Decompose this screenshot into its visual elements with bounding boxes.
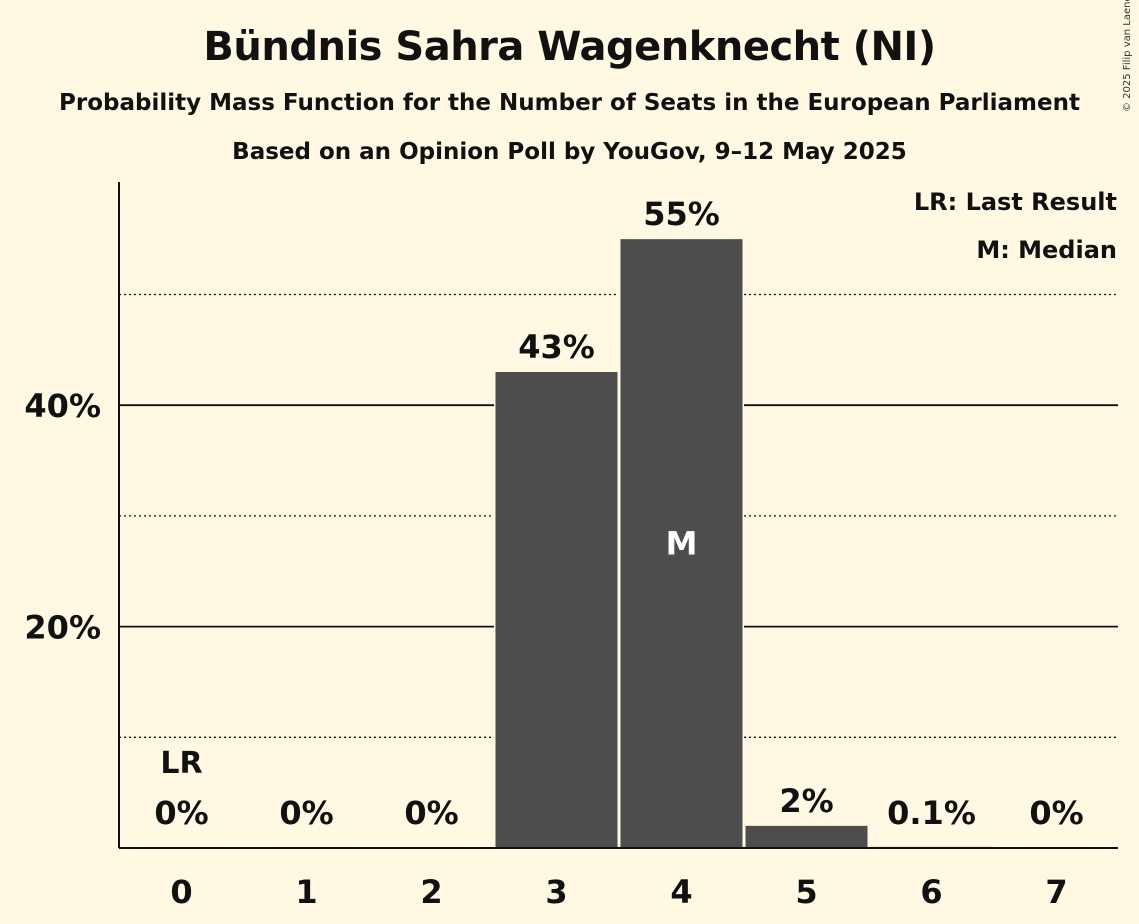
x-tick-label: 5: [795, 873, 817, 911]
data-label: 2%: [779, 782, 833, 820]
bar-gap-mask: [869, 844, 994, 848]
y-tick-label: 20%: [24, 609, 101, 647]
data-label: 0.1%: [887, 794, 976, 832]
y-tick-label: 40%: [24, 387, 101, 425]
legend-item: M: Median: [976, 236, 1117, 264]
data-label: 0%: [154, 794, 208, 832]
x-tick-label: 3: [545, 873, 567, 911]
chart-title: Bündnis Sahra Wagenknecht (NI): [203, 24, 936, 70]
x-tick-label: 1: [295, 873, 317, 911]
last-result-marker: LR: [160, 746, 202, 781]
data-label: 55%: [643, 195, 720, 233]
bar-5: [745, 825, 868, 848]
data-label: 43%: [518, 328, 595, 366]
chart-subtitle: Probability Mass Function for the Number…: [59, 90, 1080, 116]
bar-4: [620, 239, 743, 848]
legend-item: LR: Last Result: [914, 188, 1117, 216]
x-tick-label: 4: [670, 873, 692, 911]
data-label: 0%: [404, 794, 458, 832]
x-tick-label: 0: [170, 873, 192, 911]
chart-source: Based on an Opinion Poll by YouGov, 9–12…: [232, 139, 907, 165]
bar-3: [495, 371, 618, 848]
x-tick-label: 6: [920, 873, 942, 911]
data-label: 0%: [279, 794, 333, 832]
median-marker: M: [666, 525, 698, 563]
data-label: 0%: [1029, 794, 1083, 832]
x-tick-label: 2: [420, 873, 442, 911]
x-tick-label: 7: [1045, 873, 1067, 911]
